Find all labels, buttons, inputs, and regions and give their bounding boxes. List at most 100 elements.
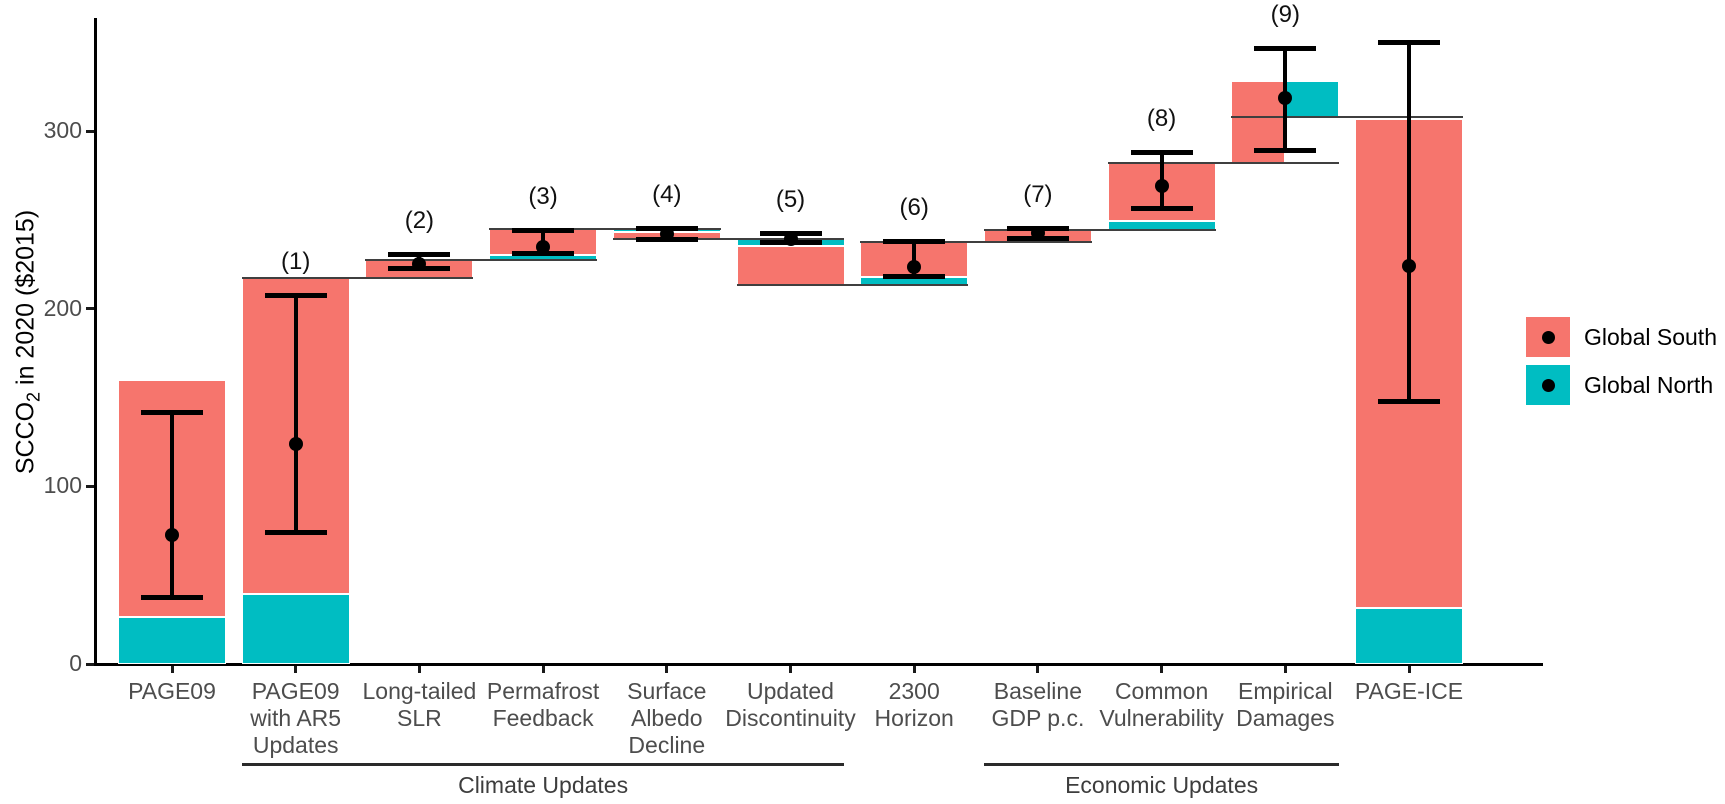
whisker-cap-top [388, 251, 451, 257]
bar-segment-north [118, 616, 226, 664]
x-tick [417, 665, 421, 673]
whisker-cap-top [141, 409, 203, 415]
whisker-cap-bottom [883, 274, 946, 280]
whisker-cap-bottom [1130, 205, 1193, 211]
connector-line [1231, 115, 1463, 118]
y-axis-title-subscript: 2 [23, 391, 44, 402]
y-tick-label: 100 [43, 472, 82, 499]
group-label: Climate Updates [458, 772, 629, 798]
category-label: Updated Discontinuity [725, 678, 856, 731]
median-dot [659, 227, 674, 242]
category-label: Surface Albedo Decline [627, 678, 707, 758]
connector-line [241, 276, 474, 279]
whisker-cap-top [1130, 149, 1193, 155]
whisker-cap-bottom [512, 251, 575, 257]
legend-label-global-south: Global South [1584, 323, 1717, 350]
whisker-cap-bottom [264, 530, 327, 536]
connector-line [1107, 162, 1340, 165]
median-dot [1402, 259, 1416, 274]
category-label: PAGE-ICE [1354, 678, 1464, 704]
y-axis-title: SCCO2 in 2020 ($2015) [12, 210, 45, 474]
bar-annotation: (3) [528, 182, 558, 210]
x-tick [1407, 665, 1411, 673]
median-dot [1030, 226, 1045, 241]
median-dot [907, 260, 922, 275]
bar-annotation: (2) [404, 206, 435, 234]
legend-point-icon [1541, 330, 1555, 344]
category-label: Baseline GDP p.c. [991, 678, 1085, 731]
y-tick [86, 307, 94, 311]
y-tick-label: 300 [43, 117, 82, 144]
legend-item-global-south: Global South [1526, 317, 1717, 357]
category-label: Empirical Damages [1236, 678, 1335, 731]
median-dot [1278, 91, 1293, 106]
whisker-line [912, 241, 917, 277]
whisker-cap-bottom [1378, 398, 1440, 404]
whisker-cap-top [512, 227, 575, 233]
x-tick [665, 665, 669, 673]
category-label: PAGE09 with AR5 Updates [250, 678, 342, 758]
connector-line [489, 227, 721, 230]
median-dot [783, 231, 798, 246]
bar-segment-north [241, 593, 350, 664]
x-tick [912, 665, 916, 673]
whisker-cap-top [1254, 45, 1317, 51]
legend-item-global-north: Global North [1526, 365, 1717, 405]
whisker-line [1407, 42, 1411, 402]
y-tick [86, 484, 94, 488]
bar-segment-north [1285, 81, 1340, 117]
y-tick [86, 662, 94, 666]
legend: Global South Global North [1526, 317, 1717, 413]
connector-line [736, 283, 969, 286]
bar-annotation: (6) [899, 194, 929, 222]
whisker-line [170, 411, 174, 598]
whisker-line [293, 294, 298, 533]
category-label: 2300 Horizon [874, 678, 954, 731]
legend-point-icon [1541, 378, 1555, 392]
bar-segment-south [736, 245, 845, 285]
y-axis-title-suffix: in 2020 ($2015) [11, 209, 40, 392]
group-line [241, 763, 845, 766]
median-dot [412, 256, 427, 271]
y-axis-line [93, 18, 97, 666]
group-line [983, 763, 1340, 766]
category-label: Long-tailed SLR [362, 678, 477, 731]
x-tick [541, 665, 545, 673]
median-dot [288, 436, 303, 451]
y-tick-label: 0 [69, 650, 82, 676]
legend-swatch-north [1526, 365, 1570, 405]
bar-annotation: (5) [775, 186, 806, 214]
whisker-cap-bottom [1254, 148, 1317, 154]
category-label: Permafrost Feedback [486, 678, 600, 731]
x-axis-line [86, 662, 1543, 666]
median-dot [536, 239, 551, 254]
x-tick [1160, 665, 1164, 673]
bar-annotation: (1) [281, 247, 311, 275]
y-tick [86, 129, 94, 133]
x-tick [294, 665, 298, 673]
x-tick [170, 665, 174, 673]
whisker-cap-top [1378, 40, 1440, 46]
connector-line [612, 237, 845, 240]
bar-annotation: (8) [1146, 104, 1177, 132]
x-tick [789, 665, 792, 673]
bar-annotation: (9) [1270, 0, 1300, 28]
y-tick-label: 200 [43, 294, 82, 321]
median-dot [1154, 179, 1169, 194]
whisker-cap-bottom [141, 594, 203, 600]
group-label: Economic Updates [1065, 772, 1259, 798]
category-label: Common Vulnerability [1099, 678, 1224, 731]
bar-annotation: (4) [652, 180, 682, 208]
connector-line [860, 241, 1092, 244]
category-label: PAGE09 [128, 678, 216, 704]
median-dot [165, 528, 179, 543]
connector-line [983, 228, 1216, 231]
x-tick [1036, 665, 1040, 673]
bar-annotation: (7) [1023, 180, 1053, 208]
bar-segment-north [1355, 608, 1463, 664]
whisker-cap-top [264, 292, 327, 298]
x-tick [1283, 665, 1287, 673]
connector-line [365, 258, 598, 261]
